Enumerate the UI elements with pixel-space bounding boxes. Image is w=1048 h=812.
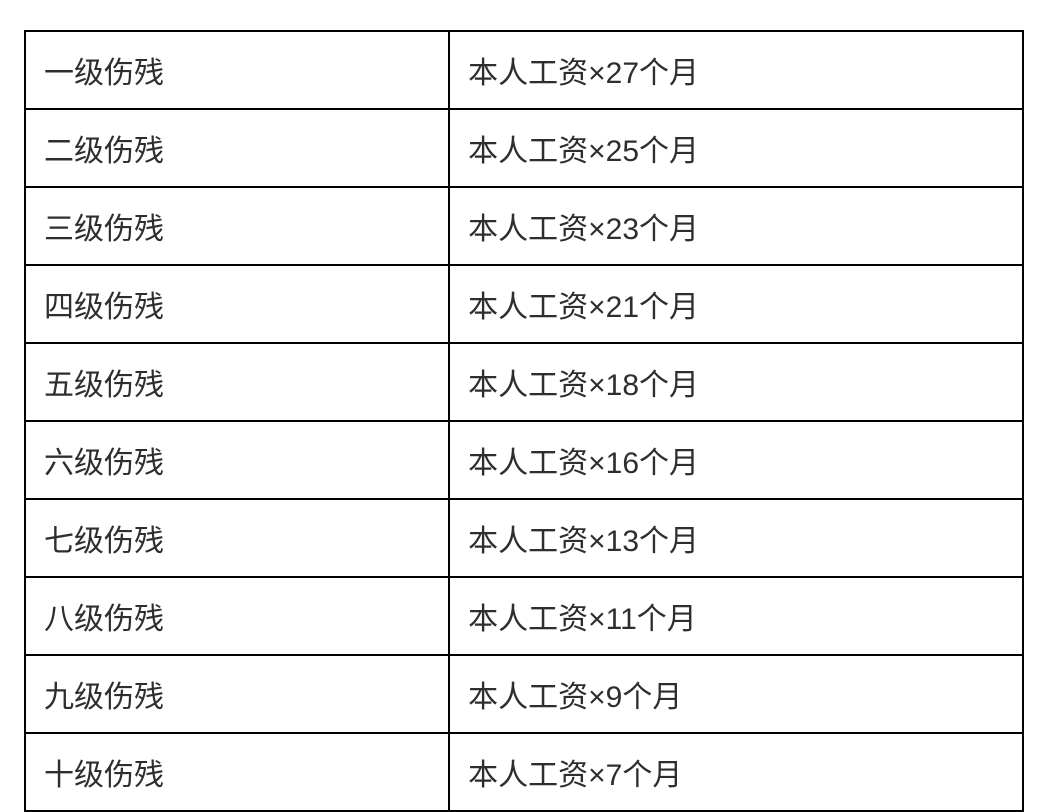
cell-compensation: 本人工资×18个月: [449, 343, 1023, 421]
table-row: 十级伤残 本人工资×7个月: [25, 733, 1023, 811]
cell-level: 九级伤残: [25, 655, 449, 733]
table-row: 三级伤残 本人工资×23个月: [25, 187, 1023, 265]
cell-level: 五级伤残: [25, 343, 449, 421]
cell-compensation: 本人工资×11个月: [449, 577, 1023, 655]
table-row: 五级伤残 本人工资×18个月: [25, 343, 1023, 421]
cell-compensation: 本人工资×25个月: [449, 109, 1023, 187]
cell-compensation: 本人工资×9个月: [449, 655, 1023, 733]
table-row: 九级伤残 本人工资×9个月: [25, 655, 1023, 733]
table-row: 七级伤残 本人工资×13个月: [25, 499, 1023, 577]
disability-compensation-table: 一级伤残 本人工资×27个月 二级伤残 本人工资×25个月 三级伤残 本人工资×…: [24, 30, 1024, 812]
table-row: 八级伤残 本人工资×11个月: [25, 577, 1023, 655]
cell-level: 三级伤残: [25, 187, 449, 265]
cell-compensation: 本人工资×27个月: [449, 31, 1023, 109]
cell-level: 二级伤残: [25, 109, 449, 187]
cell-level: 六级伤残: [25, 421, 449, 499]
cell-level: 一级伤残: [25, 31, 449, 109]
cell-compensation: 本人工资×21个月: [449, 265, 1023, 343]
cell-level: 八级伤残: [25, 577, 449, 655]
cell-compensation: 本人工资×23个月: [449, 187, 1023, 265]
table-row: 二级伤残 本人工资×25个月: [25, 109, 1023, 187]
cell-compensation: 本人工资×13个月: [449, 499, 1023, 577]
table-row: 一级伤残 本人工资×27个月: [25, 31, 1023, 109]
cell-level: 七级伤残: [25, 499, 449, 577]
table-row: 六级伤残 本人工资×16个月: [25, 421, 1023, 499]
cell-compensation: 本人工资×16个月: [449, 421, 1023, 499]
cell-compensation: 本人工资×7个月: [449, 733, 1023, 811]
cell-level: 四级伤残: [25, 265, 449, 343]
table-row: 四级伤残 本人工资×21个月: [25, 265, 1023, 343]
cell-level: 十级伤残: [25, 733, 449, 811]
